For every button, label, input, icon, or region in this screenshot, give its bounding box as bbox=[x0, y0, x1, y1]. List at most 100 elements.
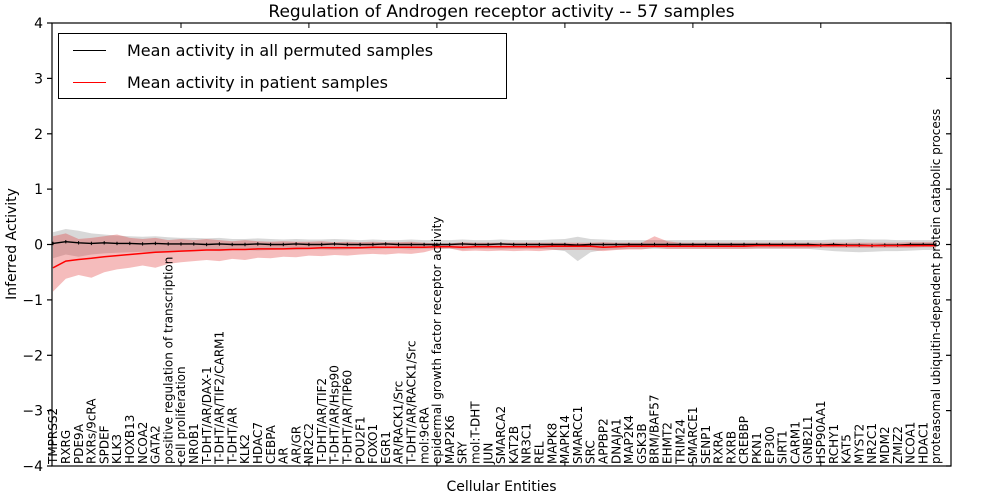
x-tick-label: SRC bbox=[584, 440, 598, 464]
x-tick-label: ZMIZ2 bbox=[891, 426, 905, 464]
x-tick-label: REL bbox=[533, 441, 547, 464]
legend-label-permuted: Mean activity in all permuted samples bbox=[127, 40, 434, 60]
x-tick-label: TRIM24 bbox=[673, 419, 687, 465]
permuted-mean-line bbox=[52, 240, 936, 247]
x-tick-label: proteasomal ubiquitin-dependent protein … bbox=[929, 109, 943, 464]
x-tick-label: NR2C1 bbox=[865, 423, 879, 464]
x-tick-label: TMPRSS2 bbox=[46, 408, 60, 465]
x-tick-label: EP300 bbox=[763, 426, 777, 464]
y-tick-label: −3 bbox=[22, 404, 43, 420]
x-tick-label: HOXB13 bbox=[123, 415, 137, 464]
x-tick-label: PKN1 bbox=[750, 432, 764, 464]
x-tick-label: HDAC1 bbox=[916, 422, 930, 464]
x-tick-label: CARM1 bbox=[788, 421, 802, 464]
x-tick-label: NR2C2 bbox=[302, 423, 316, 464]
legend-label-patient: Mean activity in patient samples bbox=[127, 72, 388, 92]
x-tick-label: MAP2K4 bbox=[622, 415, 636, 464]
x-tick-label: NR0B1 bbox=[187, 423, 201, 464]
x-tick-label: mol:9cRA bbox=[417, 407, 431, 464]
x-tick-label: JUN bbox=[481, 443, 495, 465]
x-tick-label: AR/GR bbox=[289, 426, 303, 464]
x-tick-label: GSK3B bbox=[635, 423, 649, 464]
x-tick-label: HDAC7 bbox=[251, 422, 265, 464]
x-tick-label: KLK2 bbox=[238, 434, 252, 464]
x-tick-label: SPDEF bbox=[97, 425, 111, 464]
x-tick-label: T-DHT/AR/Hsp90 bbox=[328, 365, 342, 465]
x-tick-label: SENP1 bbox=[699, 425, 713, 464]
x-tick-label: SMARCE1 bbox=[686, 406, 700, 464]
x-tick-label: EHMT2 bbox=[661, 422, 675, 464]
y-tick-label: 4 bbox=[34, 16, 43, 32]
x-tick-label: T-DHT/AR bbox=[225, 407, 239, 465]
y-tick-label: 0 bbox=[34, 238, 43, 254]
x-tick-label: KAT5 bbox=[840, 434, 854, 464]
x-tick-label: KLK3 bbox=[110, 434, 124, 464]
x-tick-label: NCOA1 bbox=[904, 422, 918, 464]
x-tick-label: AR/RACK1/Src bbox=[392, 381, 406, 464]
x-tick-label: HSP90AA1 bbox=[814, 400, 828, 464]
x-tick-label: APPBP2 bbox=[597, 418, 611, 464]
x-tick-label: DNAJA1 bbox=[609, 418, 623, 464]
x-tick-label: cell proliferation bbox=[174, 366, 188, 464]
x-tick-label: MYST2 bbox=[852, 424, 866, 464]
x-tick-label: T-DHT/AR/TIP60 bbox=[341, 370, 355, 465]
legend: Mean activity in all permuted samples Me… bbox=[58, 33, 507, 99]
x-tick-label: NR3C1 bbox=[520, 423, 534, 464]
x-tick-label: FOXO1 bbox=[366, 424, 380, 464]
axes-spines-and-ticks bbox=[47, 22, 952, 467]
x-tick-label: GNB2L1 bbox=[801, 416, 815, 464]
x-tick-label: RXRG bbox=[59, 430, 73, 464]
x-tick-label: positive regulation of transcription bbox=[161, 257, 175, 464]
x-tick-label: T-DHT/AR/TIF2/CARM1 bbox=[213, 331, 227, 465]
x-tick-label: EGR1 bbox=[379, 431, 393, 464]
x-tick-label: T-DHT/AR/RACK1/Src bbox=[405, 341, 419, 465]
x-tick-label: RCHY1 bbox=[827, 424, 841, 464]
x-tick-label: epidermal growth factor receptor activit… bbox=[430, 217, 444, 464]
x-tick-label: SIRT1 bbox=[776, 430, 790, 464]
legend-line-permuted-icon bbox=[73, 49, 106, 51]
patient-mean-line bbox=[52, 244, 936, 269]
x-tick-label: NCOA2 bbox=[136, 422, 150, 464]
permuted-confidence-band bbox=[53, 229, 936, 262]
y-tick-label: −2 bbox=[22, 348, 43, 364]
legend-entry-permuted: Mean activity in all permuted samples bbox=[59, 34, 506, 66]
x-axis-label: Cellular Entities bbox=[446, 479, 557, 495]
x-tick-label: MAPK14 bbox=[558, 415, 572, 464]
x-tick-label: BRM/BAF57 bbox=[648, 394, 662, 464]
x-tick-label: SRY bbox=[456, 441, 470, 464]
x-tick-label: RXRB bbox=[724, 431, 738, 464]
x-tick-label: CEBPA bbox=[264, 424, 278, 464]
confidence-bands bbox=[53, 229, 936, 292]
x-tick-label: CREBBP bbox=[737, 416, 751, 464]
patient-confidence-band bbox=[53, 233, 936, 292]
x-tick-label: KAT2B bbox=[507, 426, 521, 464]
y-tick-labels: −4 −3 −2 −1 0 1 2 3 4 bbox=[22, 16, 43, 475]
series-lines bbox=[52, 240, 937, 269]
y-tick-label: 3 bbox=[34, 71, 43, 87]
x-tick-label: PDE9A bbox=[72, 423, 86, 464]
x-tick-label: RXRs/9cRA bbox=[85, 398, 99, 464]
x-tick-label: SMARCC1 bbox=[571, 406, 585, 464]
x-tick-label: T-DHT/AR/DAX-1 bbox=[200, 366, 214, 465]
x-tick-label: MAPK8 bbox=[545, 423, 559, 464]
x-tick-label: GATA2 bbox=[149, 425, 163, 464]
chart-title: Regulation of Androgen receptor activity… bbox=[268, 2, 735, 22]
x-tick-label: RXRA bbox=[712, 431, 726, 464]
legend-entry-patient: Mean activity in patient samples bbox=[59, 66, 506, 98]
y-tick-label: −4 bbox=[22, 459, 43, 475]
legend-line-patient-icon bbox=[73, 81, 106, 83]
x-tick-label: AR bbox=[277, 447, 291, 464]
y-tick-label: −1 bbox=[22, 293, 43, 309]
x-tick-labels: TMPRSS2RXRGPDE9ARXRs/9cRASPDEFKLK3HOXB13… bbox=[46, 109, 943, 465]
x-tick-label: POU2F1 bbox=[353, 416, 367, 464]
x-tick-label: MAP2K6 bbox=[443, 415, 457, 464]
y-tick-label: 2 bbox=[34, 127, 43, 143]
y-axis-label: Inferred Activity bbox=[4, 188, 20, 300]
x-tick-label: mol:T-DHT bbox=[469, 401, 483, 464]
y-tick-label: 1 bbox=[34, 182, 43, 198]
x-tick-label: T-DHT/AR/TIF2 bbox=[315, 378, 329, 465]
x-tick-label: MDM2 bbox=[878, 426, 892, 464]
x-tick-label: SMARCA2 bbox=[494, 406, 508, 464]
